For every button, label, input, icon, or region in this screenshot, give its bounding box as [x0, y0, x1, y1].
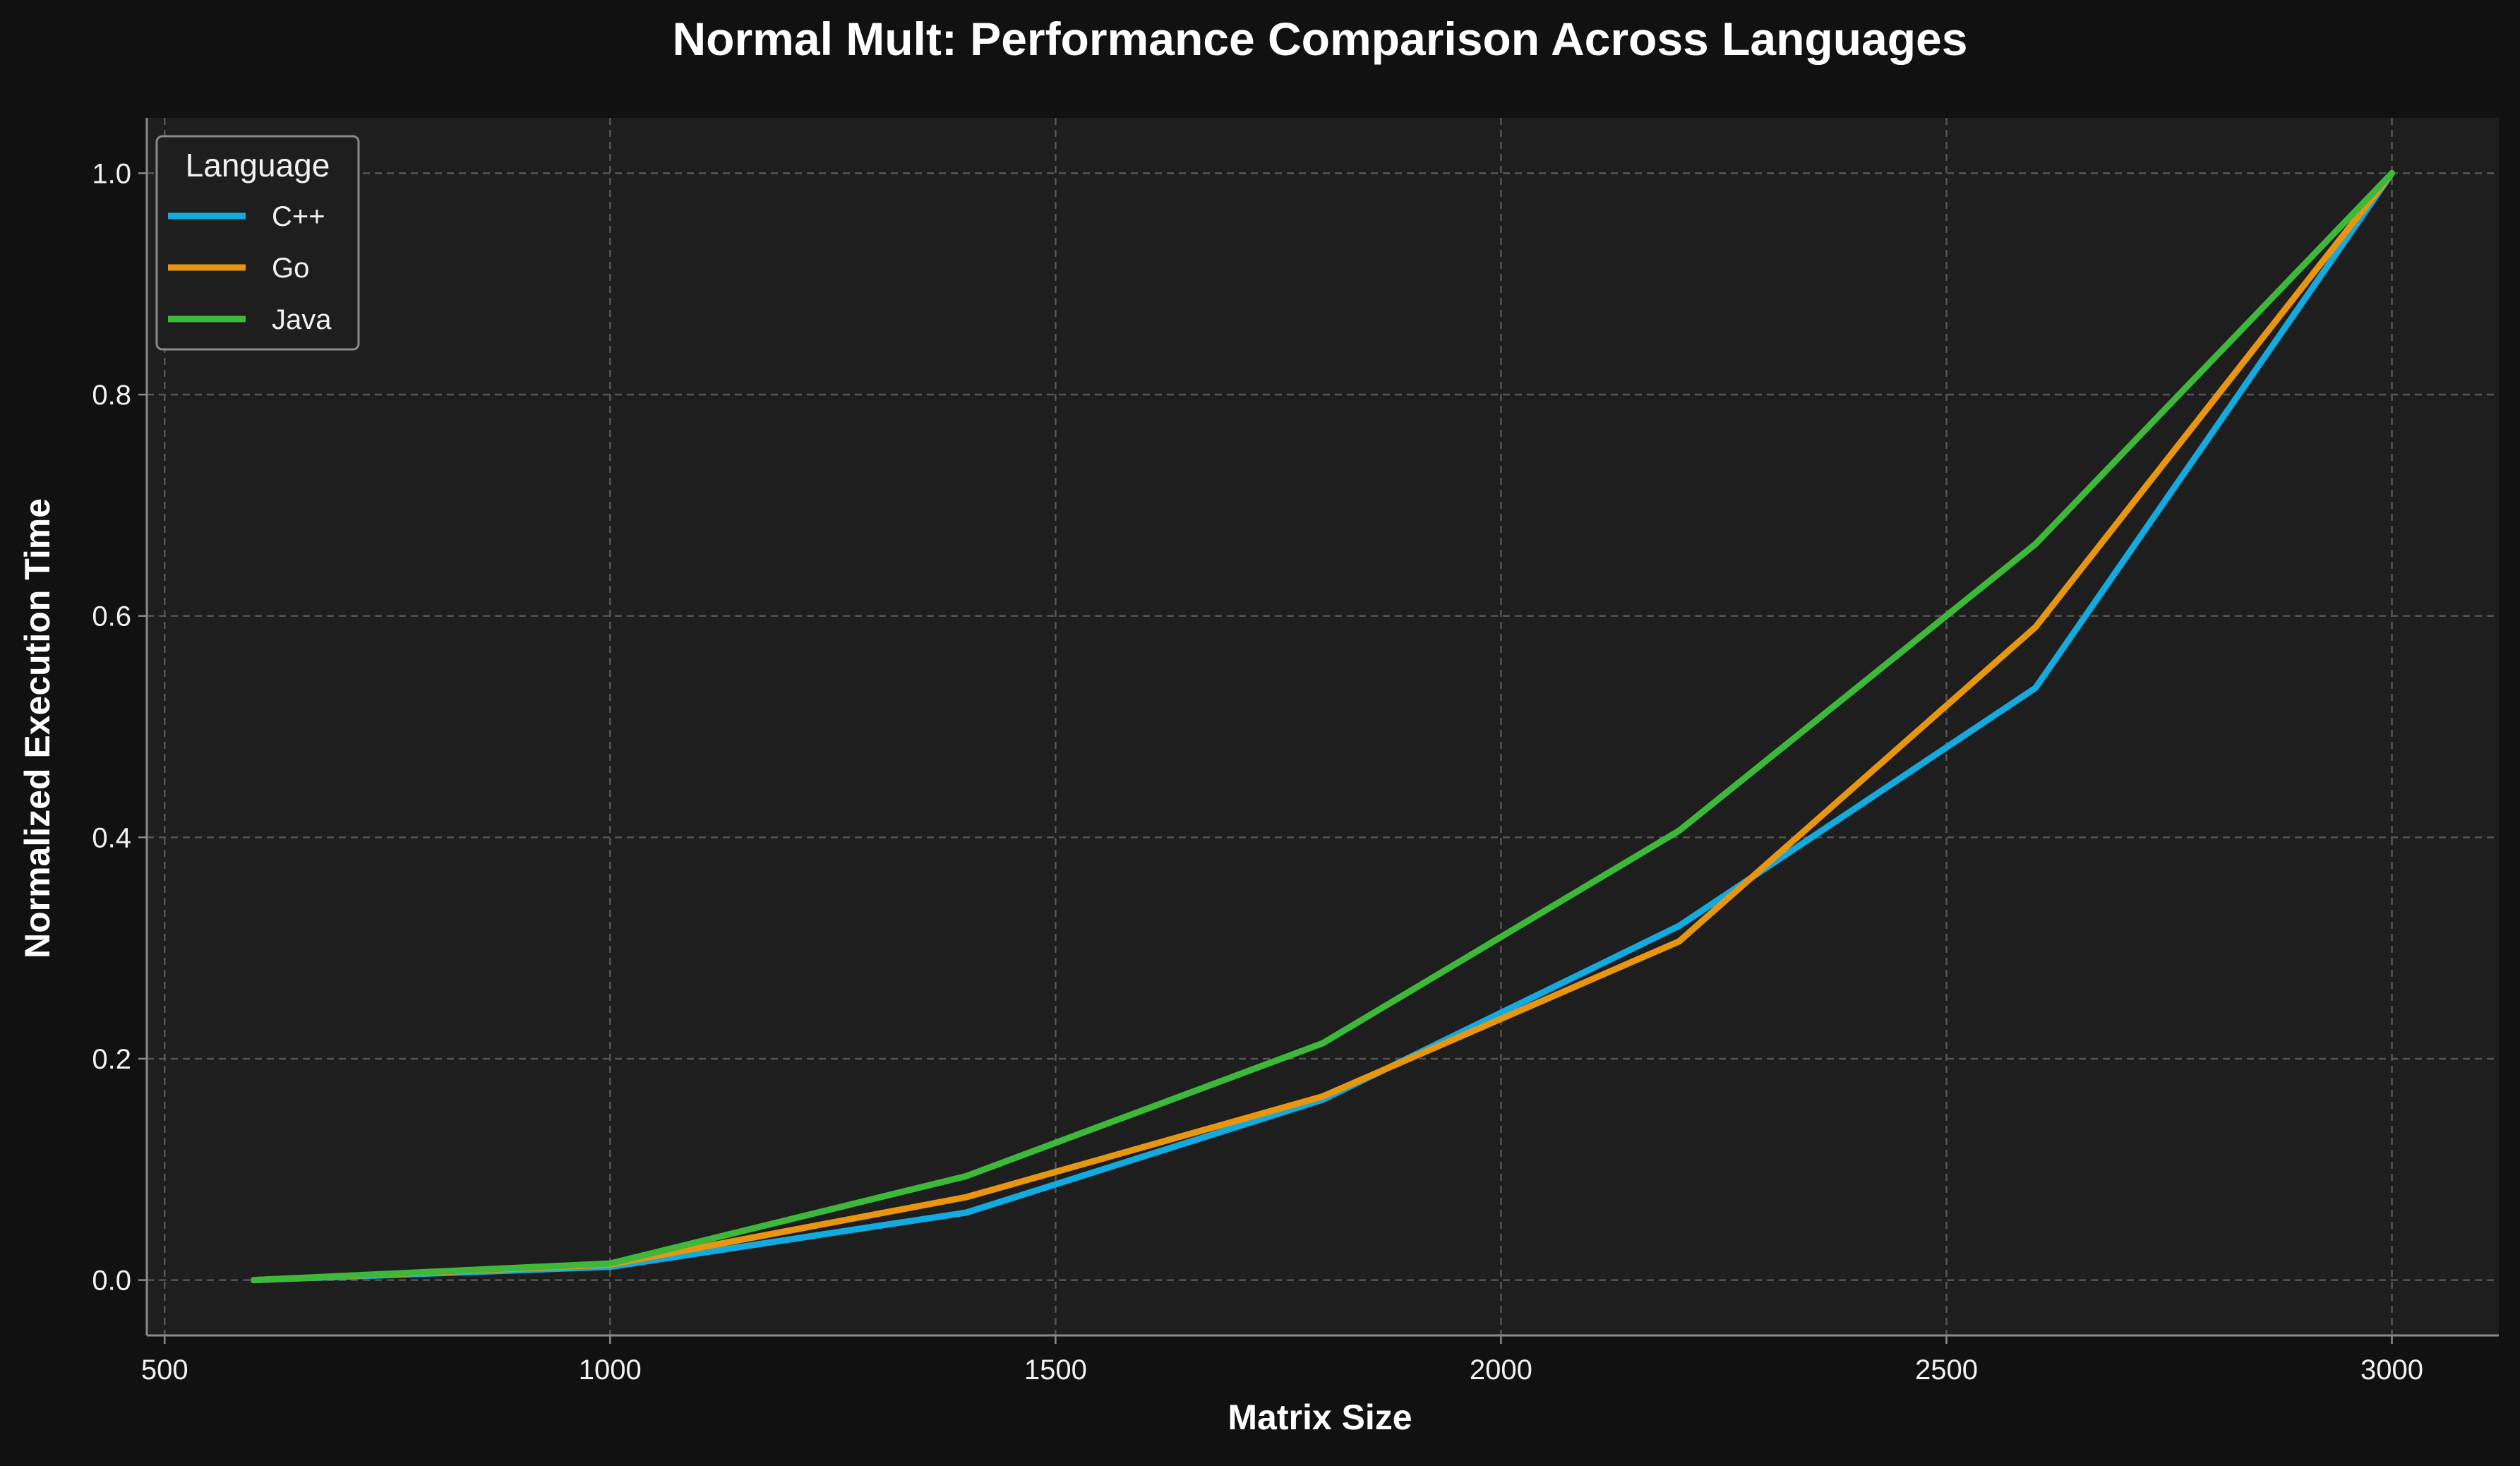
plot-area — [147, 118, 2499, 1335]
x-axis-title: Matrix Size — [1228, 1398, 1412, 1437]
tick-labels: 500 1000 1500 2000 2500 3000 0.0 0.2 0.4 0.6 0.8 1.… — [92, 158, 2423, 1386]
y-tick-label: 0.6 — [92, 601, 131, 632]
legend-entries: C++ Go Java — [168, 201, 332, 335]
y-axis-title: Normalized Execution Time — [18, 498, 57, 959]
legend-title: Language — [186, 147, 330, 184]
x-tick-label: 500 — [141, 1354, 188, 1386]
grid-lines — [147, 118, 2499, 1335]
y-tick-label: 0.2 — [92, 1044, 131, 1075]
legend-box — [155, 135, 360, 351]
chart-title: Normal Mult: Performance Comparison Acro… — [673, 13, 1968, 65]
axes — [138, 118, 2499, 1344]
y-tick-label: 1.0 — [92, 158, 131, 189]
series-line-java — [251, 169, 2395, 1284]
y-tick-label: 0.8 — [92, 380, 131, 411]
y-tick-label: 0.4 — [92, 822, 131, 853]
x-tick-label: 2000 — [1470, 1354, 1532, 1386]
legend: Language C++ Go Java — [155, 135, 360, 351]
x-tick-label: 1000 — [579, 1354, 642, 1386]
x-tick-label: 1500 — [1024, 1354, 1087, 1386]
x-tick-label: 2500 — [1915, 1354, 1978, 1386]
legend-label-cpp: C++ — [272, 201, 325, 232]
x-tick-label: 3000 — [2360, 1354, 2423, 1386]
data-series — [251, 169, 2395, 1284]
legend-label-java: Java — [272, 304, 332, 335]
y-tick-label: 0.0 — [92, 1266, 131, 1297]
legend-label-go: Go — [272, 253, 309, 284]
